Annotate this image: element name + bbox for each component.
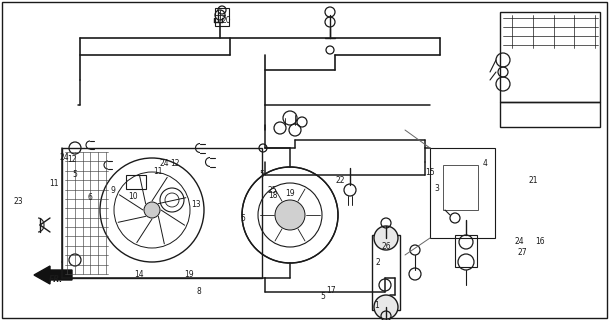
Text: 14: 14 bbox=[134, 270, 144, 279]
Text: 3: 3 bbox=[435, 184, 440, 193]
Circle shape bbox=[275, 200, 305, 230]
Text: 23: 23 bbox=[13, 197, 23, 206]
Text: 9: 9 bbox=[111, 186, 116, 195]
Text: 20: 20 bbox=[221, 16, 231, 25]
Circle shape bbox=[374, 295, 398, 319]
Text: 24: 24 bbox=[160, 159, 169, 168]
FancyArrow shape bbox=[34, 266, 72, 284]
Bar bbox=[126, 175, 146, 189]
Text: 8: 8 bbox=[197, 287, 202, 296]
Bar bbox=[500, 12, 600, 102]
Text: 1: 1 bbox=[374, 301, 379, 310]
Bar bbox=[455, 235, 477, 267]
Bar bbox=[372, 235, 400, 310]
Text: 12: 12 bbox=[170, 159, 180, 168]
Text: 11: 11 bbox=[49, 179, 58, 188]
Text: 19: 19 bbox=[184, 270, 194, 279]
Text: 5: 5 bbox=[320, 292, 325, 301]
Text: 5: 5 bbox=[72, 170, 77, 179]
Circle shape bbox=[374, 226, 398, 250]
Text: 13: 13 bbox=[191, 200, 201, 209]
Circle shape bbox=[144, 202, 160, 218]
Text: 5: 5 bbox=[259, 170, 264, 179]
Bar bbox=[500, 102, 600, 127]
Bar bbox=[430, 148, 495, 238]
Text: 21: 21 bbox=[528, 176, 538, 185]
Text: 11: 11 bbox=[153, 167, 163, 176]
Text: 16: 16 bbox=[535, 237, 544, 246]
Text: 27: 27 bbox=[518, 248, 527, 257]
Text: 18: 18 bbox=[268, 191, 278, 200]
Bar bbox=[443, 165, 478, 210]
Text: 22: 22 bbox=[335, 176, 345, 185]
Text: 6: 6 bbox=[88, 193, 93, 202]
Text: 15: 15 bbox=[425, 168, 435, 177]
Text: 24: 24 bbox=[59, 153, 69, 162]
Text: 25: 25 bbox=[267, 186, 277, 195]
Bar bbox=[215, 8, 229, 26]
Text: 12: 12 bbox=[67, 155, 77, 164]
Text: 24: 24 bbox=[514, 237, 524, 246]
Bar bbox=[62, 148, 262, 278]
Text: 4: 4 bbox=[483, 159, 488, 168]
Text: 26: 26 bbox=[381, 242, 391, 251]
Text: 17: 17 bbox=[326, 286, 336, 295]
Text: 19: 19 bbox=[285, 189, 295, 198]
Text: 2: 2 bbox=[375, 258, 380, 267]
Text: FR.: FR. bbox=[49, 276, 63, 284]
Text: 5: 5 bbox=[240, 214, 245, 223]
Text: 10: 10 bbox=[128, 192, 138, 201]
